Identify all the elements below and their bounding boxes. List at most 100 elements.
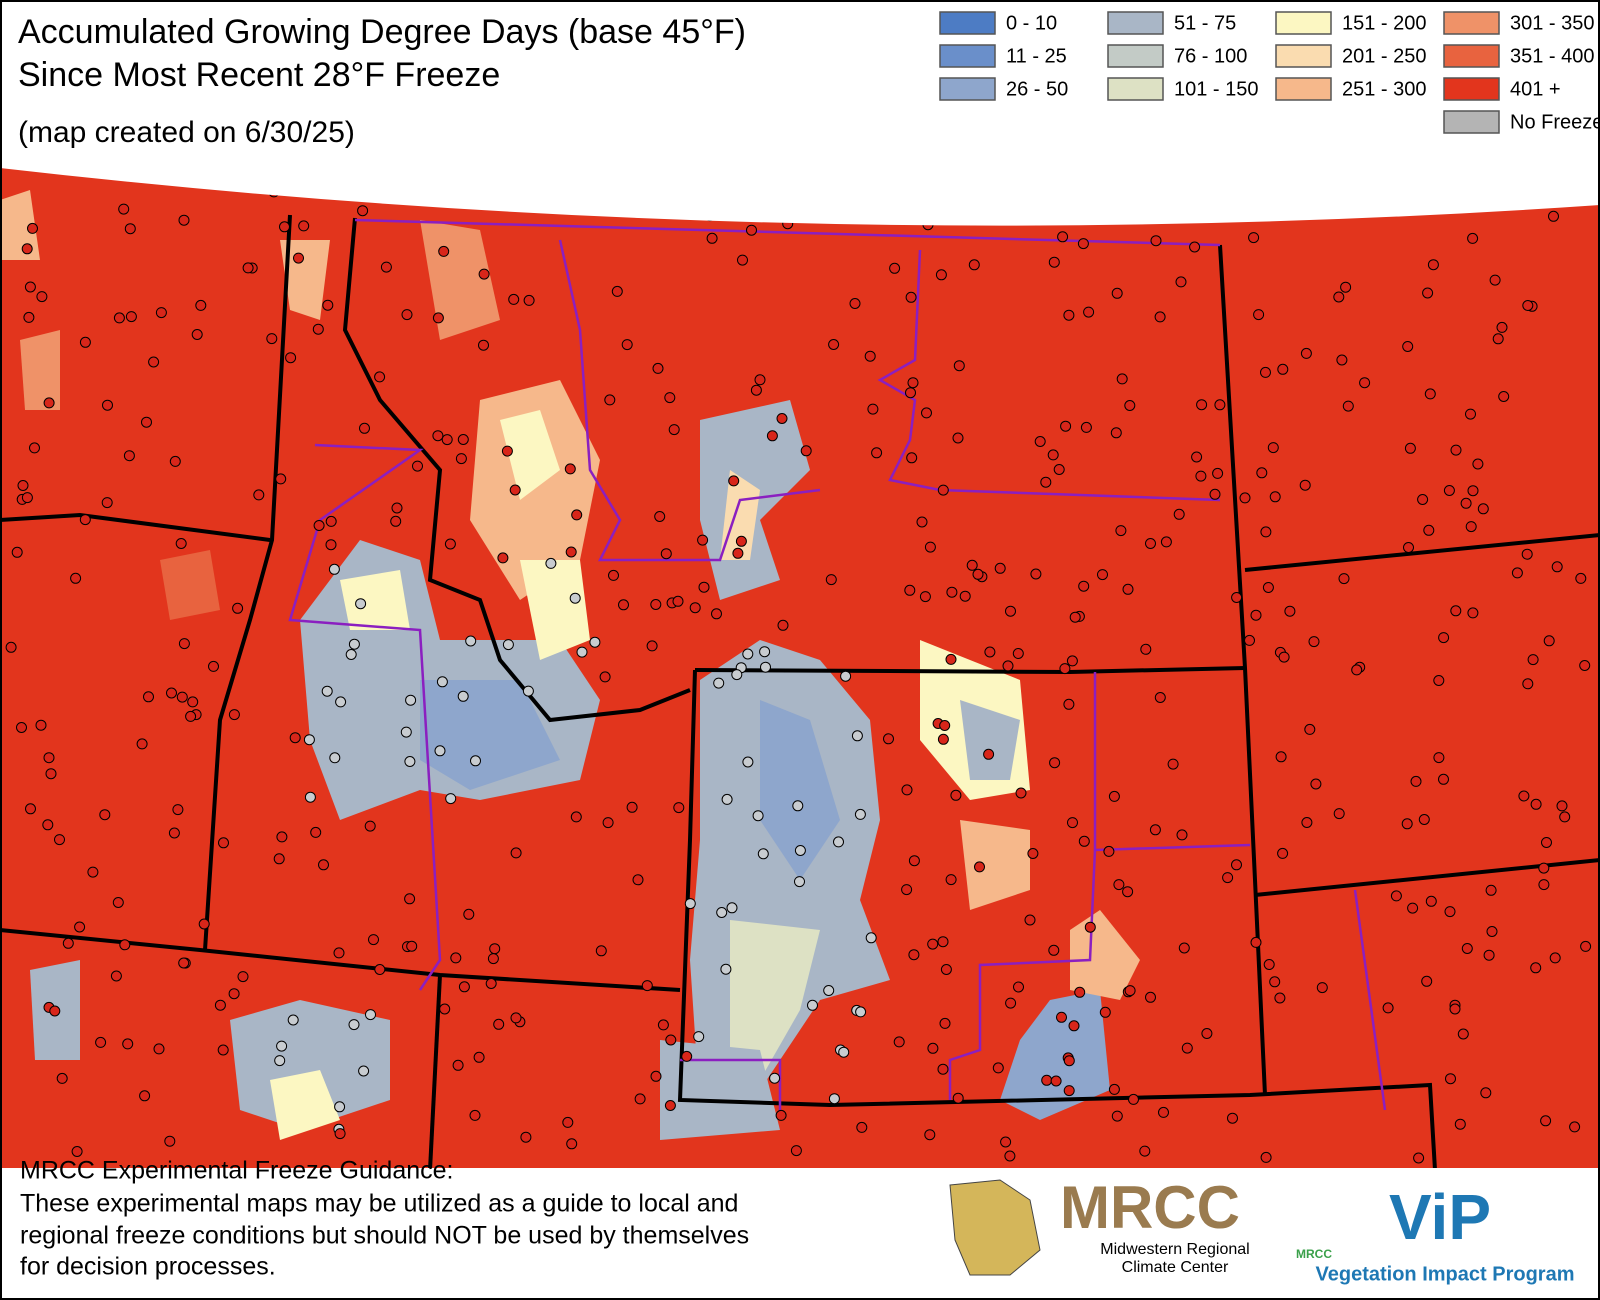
station — [1483, 949, 1495, 961]
station — [599, 671, 611, 683]
station — [1404, 442, 1416, 454]
station — [851, 730, 863, 742]
station — [1580, 940, 1592, 952]
station — [1277, 363, 1289, 375]
station — [1465, 521, 1477, 533]
station — [16, 722, 27, 733]
station — [856, 1121, 868, 1133]
station — [1063, 698, 1075, 710]
station — [478, 339, 489, 351]
station — [602, 817, 614, 829]
station — [368, 934, 379, 946]
station — [752, 810, 764, 822]
station — [1108, 1083, 1120, 1095]
station — [937, 1063, 949, 1075]
region — [420, 680, 560, 790]
station — [164, 1135, 176, 1147]
station — [650, 1070, 662, 1082]
station — [864, 350, 876, 362]
station — [711, 608, 722, 620]
station — [1449, 1003, 1461, 1015]
vip-wordmark: ViP — [1389, 1181, 1491, 1253]
station — [273, 853, 285, 865]
station — [1067, 817, 1078, 829]
station — [1154, 311, 1166, 323]
station — [634, 1093, 646, 1105]
station — [849, 298, 861, 309]
station — [1575, 572, 1587, 584]
station — [966, 559, 978, 571]
station — [1181, 1042, 1193, 1054]
station — [840, 670, 852, 682]
station — [279, 221, 290, 233]
region — [470, 380, 600, 600]
station — [937, 484, 949, 496]
station — [485, 978, 497, 989]
station — [984, 646, 996, 658]
station — [49, 1005, 61, 1017]
station — [1053, 464, 1065, 475]
station — [303, 734, 315, 746]
mrcc-wordmark: MRCC — [1060, 1174, 1240, 1241]
station — [1421, 975, 1433, 987]
station — [1097, 569, 1108, 581]
footer-line: regional freeze conditions but should NO… — [20, 1222, 749, 1250]
station — [345, 649, 357, 660]
station — [1145, 991, 1156, 1003]
station — [950, 789, 962, 801]
station — [972, 568, 984, 580]
station — [404, 893, 416, 905]
station — [974, 861, 985, 873]
station — [1316, 982, 1328, 994]
station — [968, 259, 980, 271]
station — [1450, 605, 1462, 617]
station — [1425, 895, 1437, 907]
station — [992, 1062, 1004, 1074]
station — [36, 291, 48, 303]
station — [994, 562, 1006, 574]
station — [904, 584, 916, 596]
station — [769, 1072, 781, 1084]
station — [706, 232, 718, 244]
station — [1359, 377, 1371, 389]
station — [855, 1006, 867, 1018]
station — [721, 793, 733, 805]
station — [1160, 536, 1172, 548]
station — [1059, 663, 1071, 675]
station — [545, 557, 557, 569]
station — [99, 809, 111, 821]
station — [562, 1116, 574, 1128]
station — [497, 552, 509, 564]
station — [276, 831, 288, 843]
station — [45, 768, 57, 780]
legend-swatch — [1107, 77, 1164, 101]
station — [1530, 798, 1542, 810]
station — [953, 360, 965, 372]
footer-panel — [0, 1168, 1600, 1300]
station — [228, 988, 240, 1000]
station — [800, 445, 812, 457]
station — [29, 442, 40, 454]
station — [155, 307, 167, 319]
station — [23, 311, 35, 323]
legend-label: 201 - 250 — [1342, 45, 1427, 67]
station — [833, 836, 844, 848]
title-line: Accumulated Growing Degree Days (base 45… — [18, 13, 746, 51]
station — [439, 1003, 451, 1015]
station — [123, 450, 135, 462]
station — [632, 874, 644, 886]
station — [919, 591, 931, 603]
station — [1489, 274, 1501, 286]
station — [618, 599, 629, 611]
station — [510, 847, 522, 859]
station — [1433, 752, 1445, 764]
state-boundaries — [0, 214, 1600, 1171]
station — [112, 897, 124, 908]
station — [334, 1128, 346, 1140]
station — [1063, 309, 1075, 321]
station — [253, 489, 265, 501]
station — [952, 432, 964, 444]
station — [501, 445, 513, 457]
station — [1034, 436, 1046, 447]
station — [792, 800, 804, 812]
